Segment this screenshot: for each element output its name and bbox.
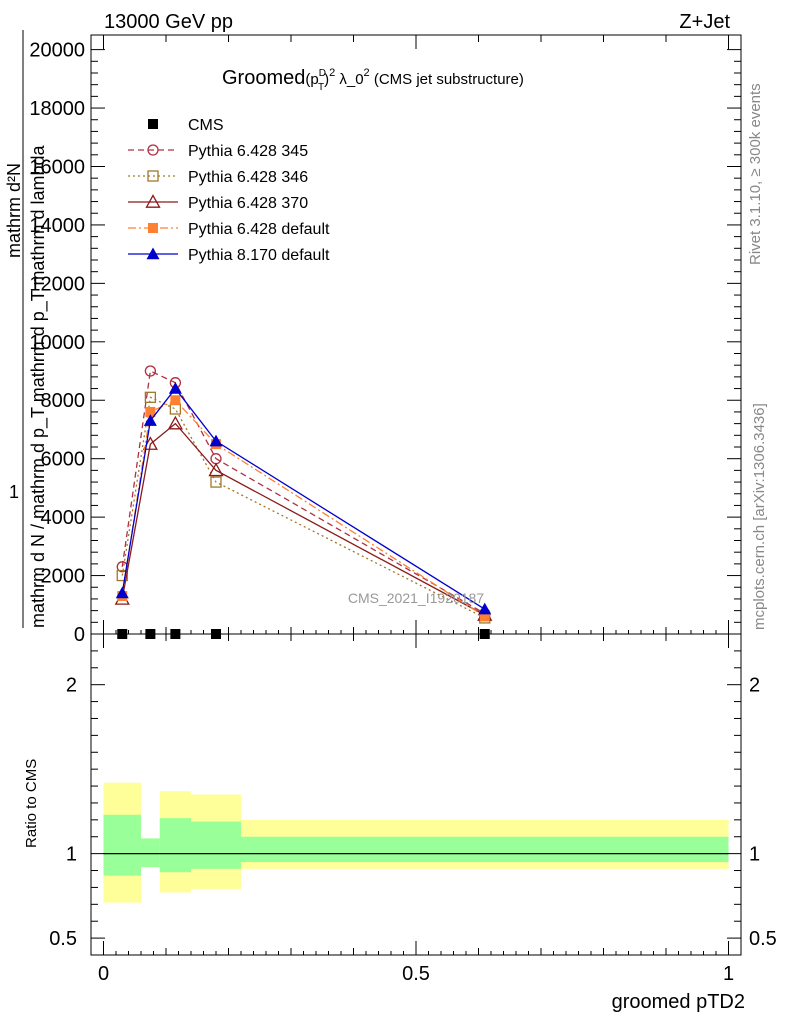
main-title: Groomed(pD T)2 λ_02 (CMS jet substructure… (222, 67, 524, 93)
main-ytick-label: 10000 (29, 332, 85, 354)
ratio-ylabel: Ratio to CMS (23, 759, 40, 848)
series-point (115, 586, 129, 599)
title-suffix: (CMS jet substructure) (370, 71, 524, 88)
ratio-xtick-label: 1 (723, 963, 734, 985)
ylabel-denom: mathrm d N / mathrm d p_T mathrm d p_T m… (28, 145, 49, 628)
series-point (144, 365, 157, 377)
ratio-ytick-label: 2 (66, 675, 77, 697)
legend-marker (148, 119, 158, 129)
series-point (168, 382, 182, 394)
header-left: 13000 GeV pp (104, 11, 233, 33)
series-point (116, 569, 128, 582)
series-line (121, 422, 486, 616)
title-prefix: Groomed (222, 67, 305, 89)
ratio-ytick-label-right: 2 (749, 675, 760, 697)
ratio-band-inner (103, 814, 141, 876)
legend-label: Pythia 6.428 370 (188, 195, 308, 212)
ratio-band-inner (191, 821, 241, 869)
ratio-plot: 0 0.5 1 0.5 0.5 1 1 2 2 (49, 633, 777, 985)
legend-marker (145, 194, 161, 208)
main-ytick-label: 6000 (41, 449, 86, 471)
legend-marker (147, 170, 159, 182)
ratio-ytick-label-right: 0.5 (749, 928, 777, 950)
ratio-xtick-label: 0 (98, 963, 109, 985)
mcplots-label: mcplots.cern.ch [arXiv:1306.3436] (751, 403, 768, 630)
title-p: (p (305, 71, 318, 88)
legend: CMS Pythia 6.428 345 Pythia 6.428 346 Pythi… (128, 117, 330, 264)
legend-label: Pythia 6.428 345 (188, 143, 308, 160)
legend-marker (146, 247, 160, 260)
series-line (121, 387, 486, 610)
rivet-label: Rivet 3.1.10, ≥ 300k events (747, 83, 764, 265)
title-sup-d: D (319, 68, 326, 79)
ylabel-numer: mathrm d²N (4, 163, 24, 258)
main-ytick-label: 14000 (29, 215, 85, 237)
title-sup-2b: 2 (364, 67, 370, 79)
ratio-band-inner (241, 836, 729, 863)
series-point (210, 476, 222, 488)
ratio-band-inner (141, 838, 160, 868)
legend-label: Pythia 6.428 default (188, 221, 330, 238)
series-point (478, 602, 492, 615)
series-point (479, 611, 490, 622)
series-point (144, 391, 157, 403)
title-sup-2: 2 (329, 67, 335, 79)
main-ytick-label: 16000 (29, 156, 85, 178)
main-ytick-label: 2000 (41, 566, 86, 588)
main-ytick-label: 20000 (29, 40, 85, 62)
header-right: Z+Jet (679, 11, 730, 33)
title-close: ) (324, 71, 329, 88)
legend-label: Pythia 8.170 default (188, 247, 330, 264)
series-line (121, 396, 486, 619)
xlabel: groomed pTD2 (612, 991, 745, 1013)
watermark: CMS_2021_I1920187 (348, 590, 484, 606)
ratio-ytick-label-right: 1 (749, 844, 760, 866)
ylabel-one: 1 (9, 482, 19, 502)
series-point (167, 415, 183, 430)
ratio-band-inner (159, 818, 191, 873)
ratio-xtick-label: 0.5 (402, 963, 430, 985)
ratio-ytick-label: 0.5 (49, 928, 77, 950)
main-ytick-label: 18000 (29, 98, 85, 120)
series-point (169, 403, 182, 415)
series-point (145, 406, 156, 417)
main-ytick-label: 8000 (41, 390, 86, 412)
series-point (209, 434, 223, 447)
main-ytick-label: 0 (74, 624, 85, 646)
main-ytick-label: 4000 (41, 507, 86, 529)
series-point (208, 462, 224, 477)
title-sub-t: T (318, 82, 324, 93)
legend-label: Pythia 6.428 346 (188, 169, 308, 186)
series-line (121, 370, 486, 615)
series-point (143, 414, 157, 426)
legend-label: CMS (188, 117, 224, 134)
series-point (116, 561, 128, 573)
main-plot: 0 2000 4000 6000 8000 10000 12000 14000 16000 180… (29, 34, 742, 646)
legend-marker (148, 223, 158, 233)
ratio-ytick-label: 1 (66, 844, 77, 866)
title-lambda: λ_0 (335, 71, 363, 88)
main-ytick-label: 12000 (29, 273, 85, 295)
legend-marker (147, 144, 159, 156)
series-point (170, 395, 181, 406)
